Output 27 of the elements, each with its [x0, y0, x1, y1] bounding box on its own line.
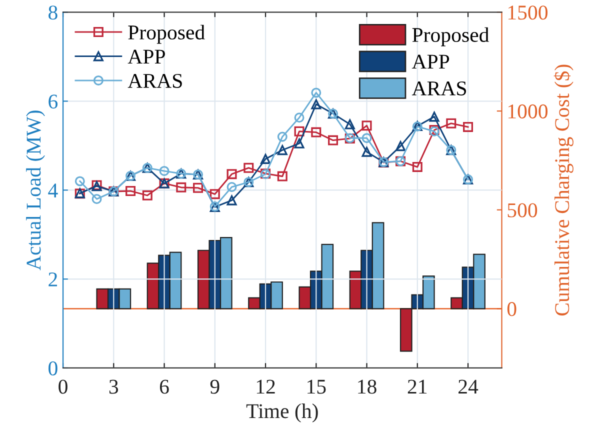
- x-tick-label: 6: [160, 380, 169, 394]
- y-tick-label: 4: [48, 184, 58, 198]
- y-tick-label: 8: [48, 6, 58, 20]
- legend-label: ARAS: [412, 81, 466, 96]
- y2-tick-label: 0: [507, 302, 516, 316]
- y-tick-label: 0: [48, 361, 58, 376]
- x-axis-title: Time (h): [246, 404, 318, 422]
- y-tick-label: 6: [48, 94, 58, 109]
- x-tick-label: 15: [308, 380, 326, 394]
- legend-label: ARAS: [128, 74, 182, 88]
- x-tick-label: 12: [256, 380, 275, 394]
- y2-tick-label: 1000: [508, 104, 548, 118]
- legend-label: Proposed: [128, 24, 205, 44]
- x-tick-label: 18: [358, 380, 376, 394]
- legend-label: APP: [412, 54, 450, 69]
- y2-tick-label: 500: [508, 203, 538, 218]
- x-tick-label: 9: [210, 380, 220, 394]
- y-tick-label: 2: [48, 272, 58, 286]
- x-tick-label: 0: [58, 380, 68, 394]
- legend-label: APP: [128, 50, 165, 64]
- y2-tick-label: 1500: [508, 6, 548, 20]
- x-tick-label: 3: [109, 380, 118, 394]
- y2-axis-title: Cumulative Charging Cost ($): [554, 64, 574, 316]
- x-tick-label: 24: [458, 380, 478, 394]
- y-axis-title: Actual Load (MW): [26, 110, 45, 270]
- x-tick-label: 21: [408, 380, 427, 394]
- legend-label: Proposed: [412, 27, 490, 46]
